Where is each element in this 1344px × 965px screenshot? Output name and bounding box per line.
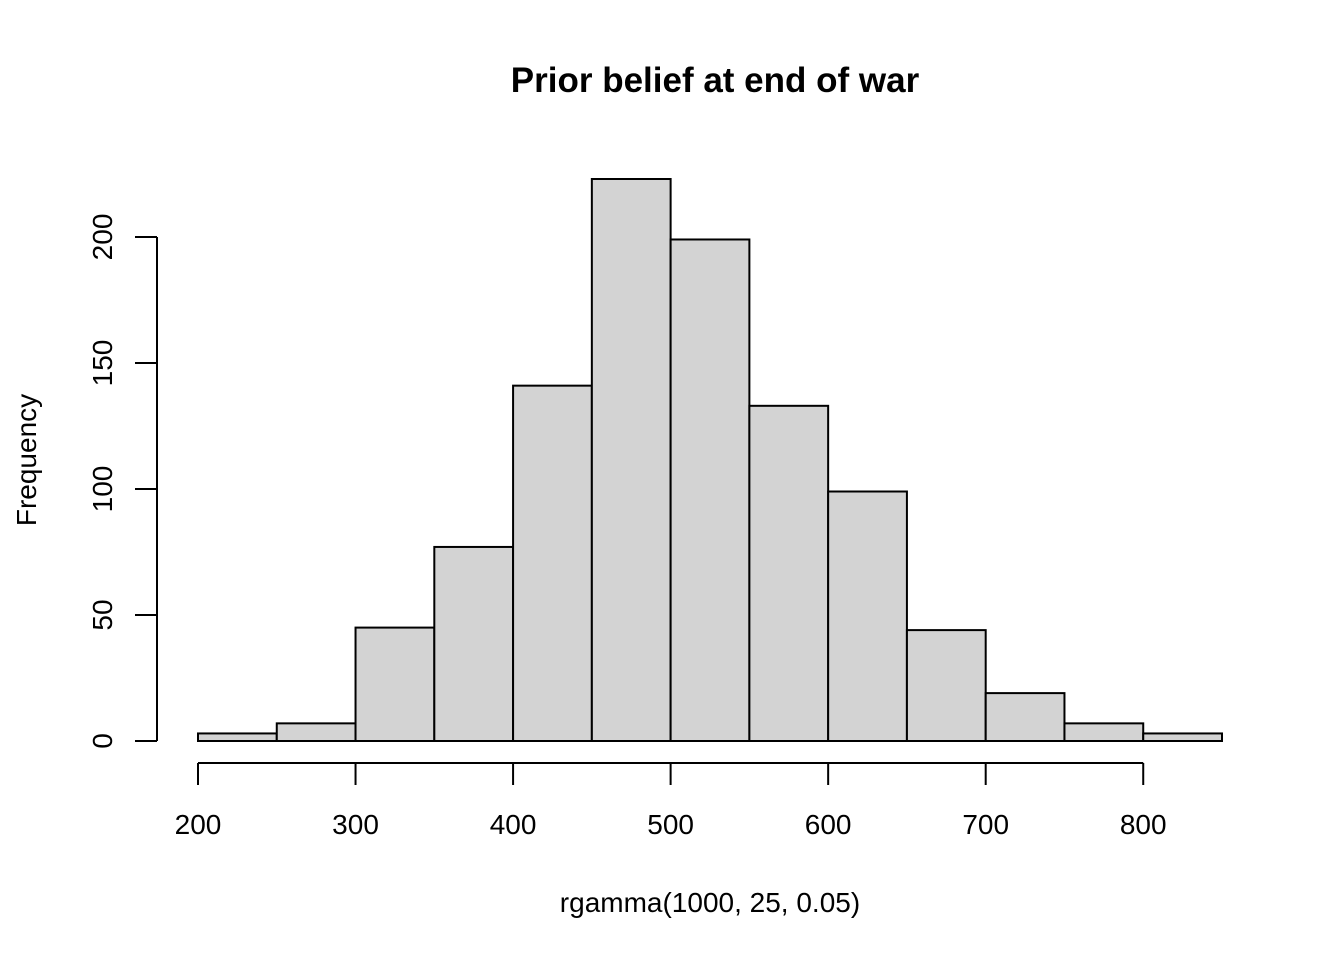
bars-group	[197, 178, 1223, 743]
x-tick-label: 800	[1120, 809, 1167, 840]
y-tick-label: 100	[87, 466, 118, 513]
histogram-bar	[197, 732, 278, 742]
histogram-bar	[905, 629, 987, 743]
histogram-bar	[1063, 722, 1145, 743]
histogram-bar	[590, 178, 672, 742]
histogram-bar	[512, 384, 593, 742]
histogram-bar	[354, 626, 436, 742]
histogram-bar	[433, 545, 515, 742]
x-axis: 200 300 400 500 600 700 800	[175, 762, 1167, 840]
histogram-bar	[1142, 732, 1223, 742]
y-axis: 0 50 100 150 200	[87, 214, 158, 749]
histogram-bar	[827, 490, 908, 742]
y-tick-label: 0	[87, 733, 118, 749]
x-tick-label: 700	[962, 809, 1009, 840]
x-tick-label: 400	[490, 809, 537, 840]
x-tick-label: 500	[647, 809, 694, 840]
y-tick-label: 50	[87, 599, 118, 630]
histogram-bar	[984, 692, 1066, 742]
x-tick-label: 600	[805, 809, 852, 840]
y-axis-label: Frequency	[11, 394, 42, 526]
x-axis-label: rgamma(1000, 25, 0.05)	[560, 887, 860, 918]
y-tick-label: 150	[87, 340, 118, 387]
chart-title: Prior belief at end of war	[511, 61, 920, 100]
x-tick-label: 300	[332, 809, 379, 840]
x-tick-label: 200	[175, 809, 222, 840]
histogram-bar	[669, 238, 751, 742]
histogram-bar	[748, 404, 830, 742]
histogram-bar	[275, 722, 357, 743]
y-tick-label: 200	[87, 214, 118, 261]
